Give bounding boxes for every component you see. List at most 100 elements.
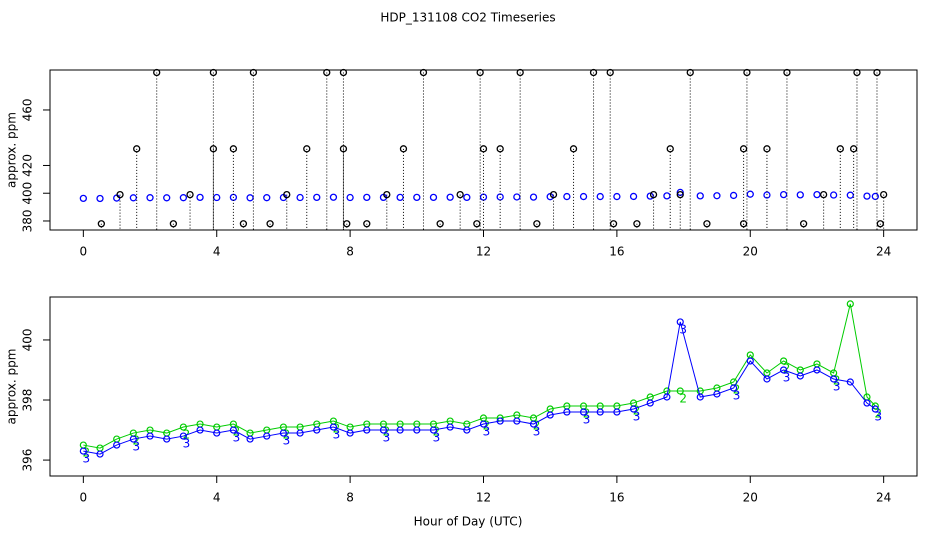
point	[396, 426, 404, 434]
point	[513, 193, 521, 201]
y-tick-label: 396	[21, 449, 35, 472]
point	[666, 145, 674, 153]
point	[146, 194, 154, 202]
point	[263, 432, 271, 440]
point	[346, 193, 354, 202]
point	[633, 220, 641, 228]
point	[853, 68, 861, 77]
point	[229, 426, 238, 434]
point	[419, 68, 428, 77]
point	[413, 193, 421, 202]
point-char: 3	[783, 370, 791, 384]
point	[596, 192, 604, 201]
point	[379, 426, 388, 434]
point	[329, 193, 338, 201]
point	[549, 190, 558, 199]
point	[863, 192, 871, 200]
point-char: 2	[679, 392, 687, 406]
point	[283, 190, 291, 199]
point	[783, 68, 791, 77]
point	[563, 192, 571, 201]
y-tick-label: 380	[21, 210, 35, 233]
point	[446, 193, 454, 201]
point	[743, 68, 751, 77]
point	[79, 194, 87, 203]
point	[589, 68, 598, 77]
point	[313, 193, 321, 202]
point	[763, 145, 771, 153]
point	[266, 220, 274, 228]
point	[516, 68, 524, 77]
point	[209, 68, 218, 77]
point	[313, 426, 321, 434]
point-char: 3	[383, 431, 391, 445]
point-char: 3	[633, 410, 641, 424]
point	[606, 68, 614, 77]
x-tick-label: 4	[213, 245, 221, 259]
point	[196, 426, 204, 434]
point	[676, 318, 684, 326]
point-char: 3	[533, 425, 541, 439]
point	[479, 145, 488, 153]
point	[429, 426, 438, 434]
point	[871, 192, 879, 201]
point-char: 3	[733, 389, 741, 403]
x-tick-label: 24	[876, 491, 891, 505]
point	[329, 423, 338, 431]
x-axis-label: Hour of Day (UTC)	[414, 515, 523, 529]
point	[179, 432, 187, 440]
y-tick-label: 400	[21, 328, 35, 351]
point	[363, 220, 371, 228]
point	[456, 190, 464, 199]
point	[463, 193, 471, 202]
point	[399, 145, 408, 153]
point	[746, 190, 754, 198]
point	[496, 145, 504, 153]
x-tick-label: 8	[346, 245, 354, 259]
point	[179, 423, 187, 431]
point	[876, 220, 884, 228]
point	[96, 194, 104, 203]
point	[871, 405, 879, 413]
point-char: 3	[233, 431, 241, 445]
point	[676, 190, 684, 199]
point	[229, 145, 238, 153]
point	[209, 145, 218, 153]
point	[663, 393, 671, 401]
point	[696, 192, 704, 200]
point	[279, 429, 288, 437]
point	[363, 426, 371, 434]
point	[133, 145, 141, 153]
point	[846, 378, 854, 386]
point	[713, 192, 721, 200]
point	[296, 429, 304, 437]
point	[629, 405, 638, 413]
point	[129, 435, 137, 443]
point	[696, 393, 704, 401]
point	[779, 190, 788, 199]
point	[649, 190, 658, 199]
series-line	[83, 321, 876, 455]
chart-title: HDP_131108 CO2 Timeseries	[380, 11, 555, 25]
point	[246, 194, 254, 202]
point	[813, 190, 821, 199]
point	[339, 145, 348, 153]
point	[799, 220, 808, 228]
point	[169, 220, 178, 228]
point	[780, 357, 788, 365]
point	[146, 432, 154, 440]
x-tick-label: 8	[346, 491, 354, 505]
point	[213, 429, 221, 437]
point	[513, 417, 521, 425]
x-tick-label: 0	[80, 245, 88, 259]
point	[609, 220, 618, 228]
point	[323, 68, 331, 77]
x-tick-label: 16	[609, 245, 624, 259]
point	[446, 423, 454, 431]
point-char: 3	[133, 440, 141, 454]
point-char: 2	[874, 407, 882, 421]
point	[343, 220, 351, 228]
point	[476, 68, 484, 77]
point	[116, 190, 124, 199]
